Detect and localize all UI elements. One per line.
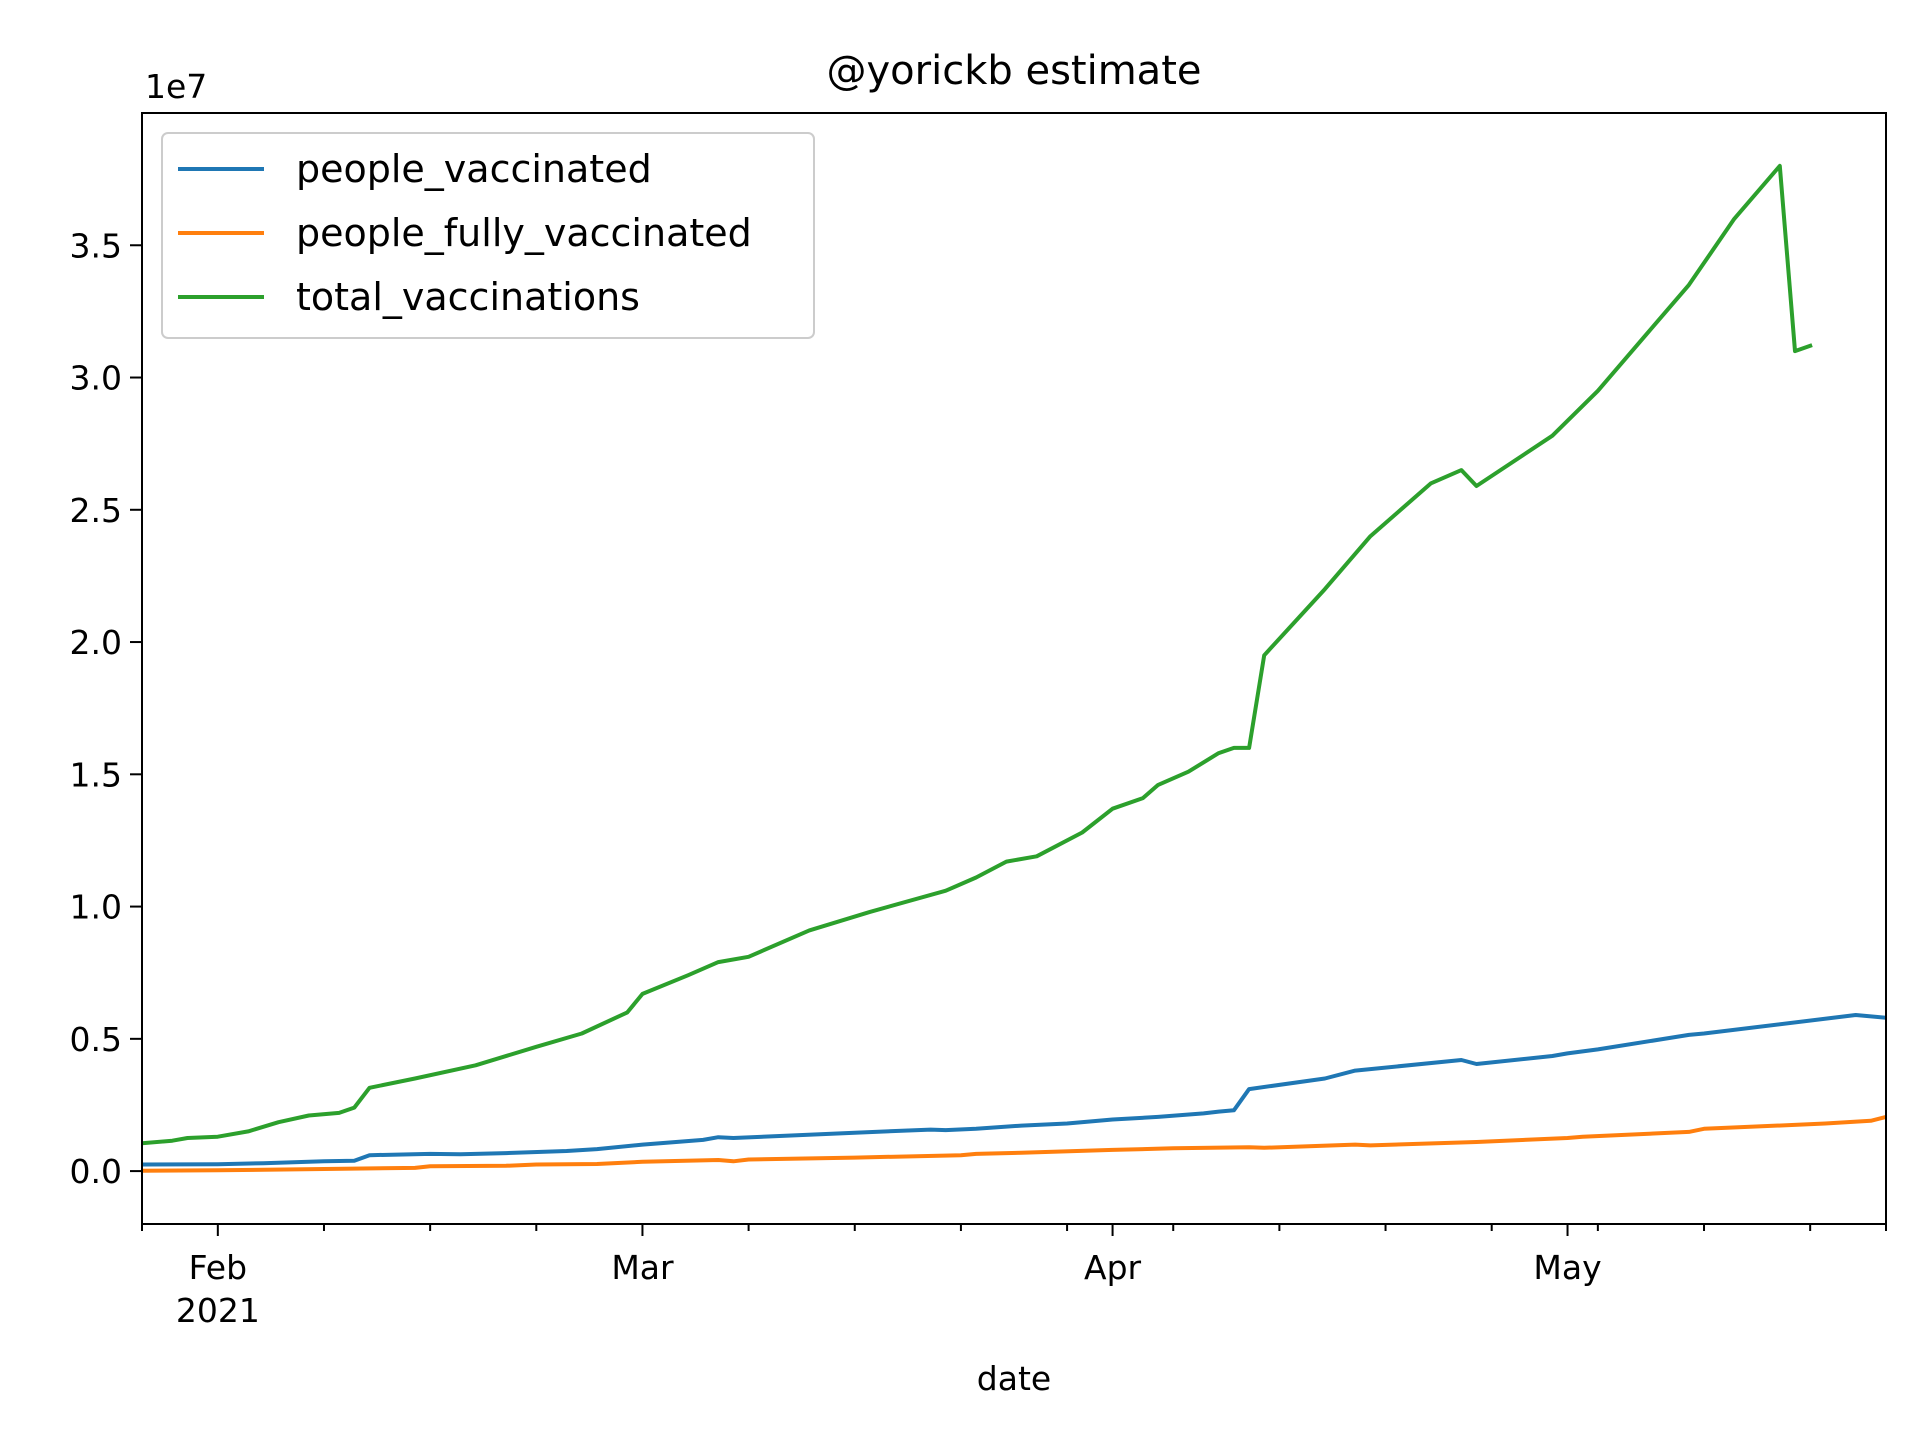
- x-tick-sublabel: 2021: [176, 1291, 260, 1330]
- chart-title: @yorickb estimate: [827, 48, 1202, 94]
- y-tick-label: 2.0: [70, 623, 122, 662]
- series-line-total_vaccinations: [142, 163, 1813, 1146]
- y-tick-label: 1.5: [70, 755, 122, 794]
- y-tick-label: 1.0: [70, 888, 122, 927]
- y-tick-label: 2.5: [70, 491, 122, 530]
- y-axis-offset-label: 1e7: [145, 67, 207, 106]
- series-line-people_fully_vaccinated: [142, 1114, 1886, 1173]
- plot-frame: [141, 112, 1887, 1225]
- x-tick-label: May: [1533, 1248, 1601, 1287]
- axes: 0.0 0.5 1.0 1.5 2.0 2.5 3.0 3.5 Feb 2021 Mar Apr May: [70, 226, 1887, 1330]
- y-tick-label: 3.0: [70, 359, 122, 398]
- series-line-people_vaccinated: [142, 1013, 1886, 1167]
- legend-label-people_vaccinated: people_vaccinated: [296, 147, 652, 191]
- legend-box: [161, 132, 815, 339]
- y-tick-label: 0.0: [70, 1152, 122, 1191]
- x-tick-label: Feb: [189, 1248, 247, 1287]
- series-layer: [142, 163, 1886, 1173]
- x-axis-label: date: [977, 1359, 1051, 1398]
- legend: people_vaccinated people_fully_vaccinated…: [161, 132, 815, 339]
- legend-label-people_fully_vaccinated: people_fully_vaccinated: [296, 211, 752, 255]
- x-tick-label: Mar: [611, 1248, 674, 1287]
- legend-label-total_vaccinations: total_vaccinations: [296, 275, 640, 319]
- y-tick-label: 0.5: [70, 1020, 122, 1059]
- y-tick-label: 3.5: [70, 226, 122, 265]
- x-tick-label: Apr: [1084, 1248, 1142, 1287]
